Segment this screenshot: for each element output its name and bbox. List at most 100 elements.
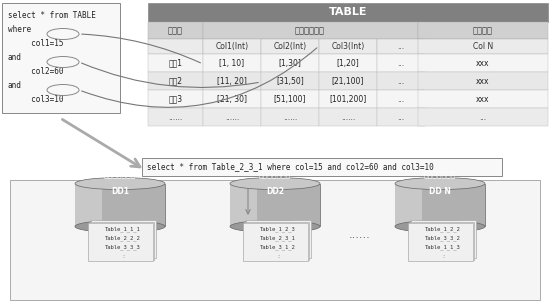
FancyBboxPatch shape [418,108,548,126]
Text: 区间3: 区间3 [169,95,182,103]
FancyBboxPatch shape [395,184,422,226]
FancyBboxPatch shape [203,108,261,126]
Text: [1,30]: [1,30] [279,59,301,67]
Text: 列值值域分区: 列值值域分区 [295,26,325,35]
Text: select * from Table_2_3_1 where col=15 and col2=60 and col3=10: select * from Table_2_3_1 where col=15 a… [147,163,434,172]
FancyBboxPatch shape [142,158,502,176]
FancyBboxPatch shape [203,22,418,39]
FancyBboxPatch shape [261,90,319,108]
Text: [21, 30]: [21, 30] [217,95,247,103]
FancyBboxPatch shape [377,90,425,108]
Text: ...: ... [398,42,405,51]
Ellipse shape [75,177,165,190]
Text: [21,100]: [21,100] [332,76,364,86]
Text: Table_1_1_1: Table_1_1_1 [105,226,141,232]
FancyBboxPatch shape [377,108,425,126]
FancyBboxPatch shape [75,184,165,226]
Text: col3=10: col3=10 [8,95,64,104]
Text: [1, 10]: [1, 10] [220,59,244,67]
FancyBboxPatch shape [230,184,257,226]
Text: col1=15: col1=15 [8,39,64,48]
Text: ......: ...... [168,112,182,121]
FancyBboxPatch shape [410,220,476,258]
FancyBboxPatch shape [91,220,155,258]
Ellipse shape [395,177,485,190]
Text: where: where [8,25,31,34]
Text: [101,200]: [101,200] [330,95,367,103]
Text: 数据库存储引擎: 数据库存储引擎 [259,171,291,180]
FancyBboxPatch shape [319,54,377,72]
Text: ......: ...... [349,230,371,240]
Text: DD N: DD N [429,187,451,196]
Text: :: : [277,254,279,259]
FancyBboxPatch shape [87,223,153,261]
FancyBboxPatch shape [148,72,203,90]
Text: ...: ... [479,112,487,121]
Text: ...: ... [398,112,405,121]
Text: ......: ...... [225,112,239,121]
Text: DD1: DD1 [111,187,129,196]
Ellipse shape [395,221,485,233]
Text: Table_1_2_3: Table_1_2_3 [260,226,296,232]
Text: TABLE: TABLE [328,7,367,17]
FancyBboxPatch shape [409,221,474,260]
FancyBboxPatch shape [148,3,548,22]
Text: Table_3_1_2: Table_3_1_2 [260,244,296,249]
Text: ......: ...... [341,112,355,121]
Text: 数据库存储引擎: 数据库存储引擎 [424,171,456,180]
Text: Table_2_2_2: Table_2_2_2 [105,235,141,241]
FancyBboxPatch shape [395,184,485,226]
FancyBboxPatch shape [246,220,310,258]
Text: Table_1_1_3: Table_1_1_3 [425,244,461,249]
FancyBboxPatch shape [203,72,261,90]
Ellipse shape [75,221,165,233]
Text: ...: ... [398,76,405,86]
FancyBboxPatch shape [203,54,261,72]
Text: xxx: xxx [476,76,490,86]
Text: [51,100]: [51,100] [274,95,306,103]
Ellipse shape [230,177,320,190]
Text: and: and [8,53,22,62]
FancyBboxPatch shape [148,108,203,126]
FancyBboxPatch shape [418,39,548,54]
FancyBboxPatch shape [377,72,425,90]
FancyBboxPatch shape [203,39,261,54]
FancyBboxPatch shape [408,223,472,261]
Text: Table_1_2_2: Table_1_2_2 [425,226,461,232]
Text: Col N: Col N [473,42,493,51]
Text: Col2(Int): Col2(Int) [273,42,306,51]
Text: Table_2_3_1: Table_2_3_1 [260,235,296,241]
Text: 非分区列: 非分区列 [473,26,493,35]
FancyBboxPatch shape [319,90,377,108]
FancyBboxPatch shape [243,223,307,261]
Text: 区间2: 区间2 [169,76,182,86]
Text: [1,20]: [1,20] [337,59,359,67]
FancyBboxPatch shape [148,54,203,72]
Text: :: : [122,254,124,259]
Text: select * from TABLE: select * from TABLE [8,11,96,20]
Text: xxx: xxx [476,95,490,103]
FancyBboxPatch shape [261,72,319,90]
FancyBboxPatch shape [148,22,203,39]
FancyBboxPatch shape [230,184,320,226]
FancyBboxPatch shape [2,3,120,113]
Text: Table_3_3_3: Table_3_3_3 [105,244,141,249]
FancyBboxPatch shape [418,54,548,72]
Text: [11, 20]: [11, 20] [217,76,247,86]
Text: Col3(Int): Col3(Int) [331,42,364,51]
Text: and: and [8,81,22,90]
FancyBboxPatch shape [418,22,548,39]
FancyBboxPatch shape [418,90,548,108]
Ellipse shape [230,221,320,233]
FancyBboxPatch shape [148,39,203,54]
Text: Col1(Int): Col1(Int) [216,42,248,51]
Text: ...: ... [398,59,405,67]
FancyBboxPatch shape [319,72,377,90]
FancyBboxPatch shape [377,54,425,72]
FancyBboxPatch shape [319,39,377,54]
Text: 区间1: 区间1 [169,59,182,67]
FancyBboxPatch shape [261,108,319,126]
FancyBboxPatch shape [377,39,425,54]
Text: ......: ...... [283,112,297,121]
FancyBboxPatch shape [261,39,319,54]
